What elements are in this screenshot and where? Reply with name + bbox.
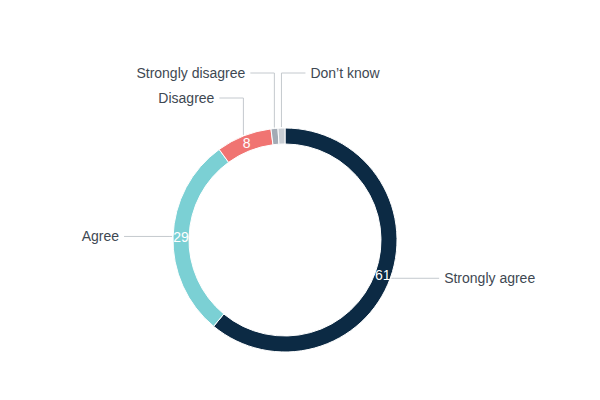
- svg-text:Agree: Agree: [82, 228, 120, 244]
- svg-text:Strongly agree: Strongly agree: [444, 270, 535, 286]
- svg-text:Disagree: Disagree: [158, 90, 214, 106]
- svg-text:29: 29: [173, 229, 189, 245]
- svg-text:61: 61: [375, 267, 391, 283]
- svg-text:Don’t know: Don’t know: [310, 65, 380, 81]
- svg-text:Strongly disagree: Strongly disagree: [136, 65, 245, 81]
- svg-text:8: 8: [243, 135, 251, 151]
